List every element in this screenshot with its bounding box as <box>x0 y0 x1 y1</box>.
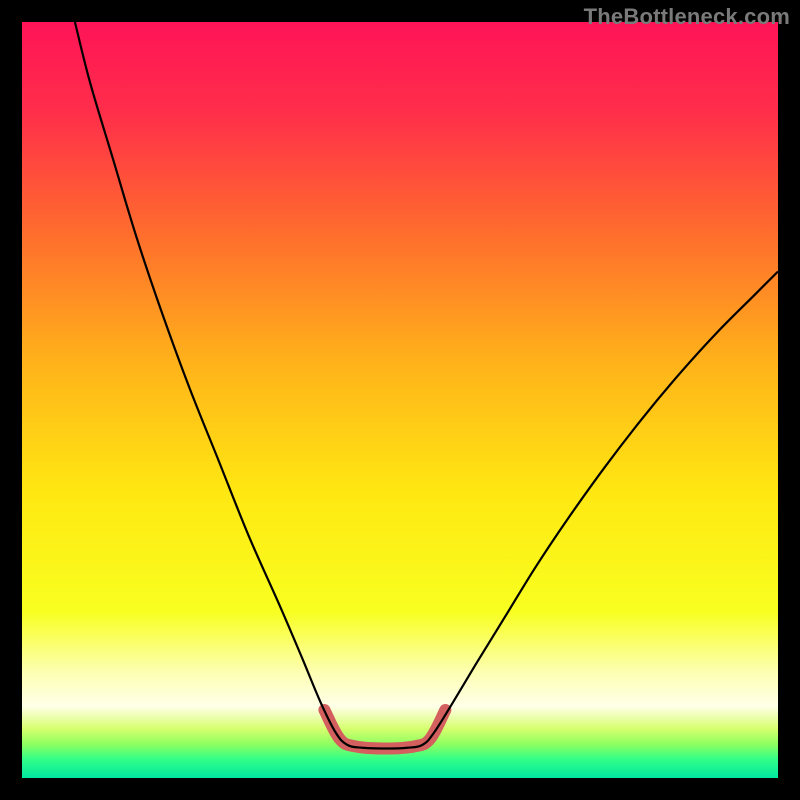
watermark-text: TheBottleneck.com <box>584 4 790 30</box>
gradient-background <box>22 22 778 778</box>
plot-area <box>22 22 778 778</box>
chart-frame: TheBottleneck.com <box>0 0 800 800</box>
bottleneck-curve-chart <box>22 22 778 778</box>
